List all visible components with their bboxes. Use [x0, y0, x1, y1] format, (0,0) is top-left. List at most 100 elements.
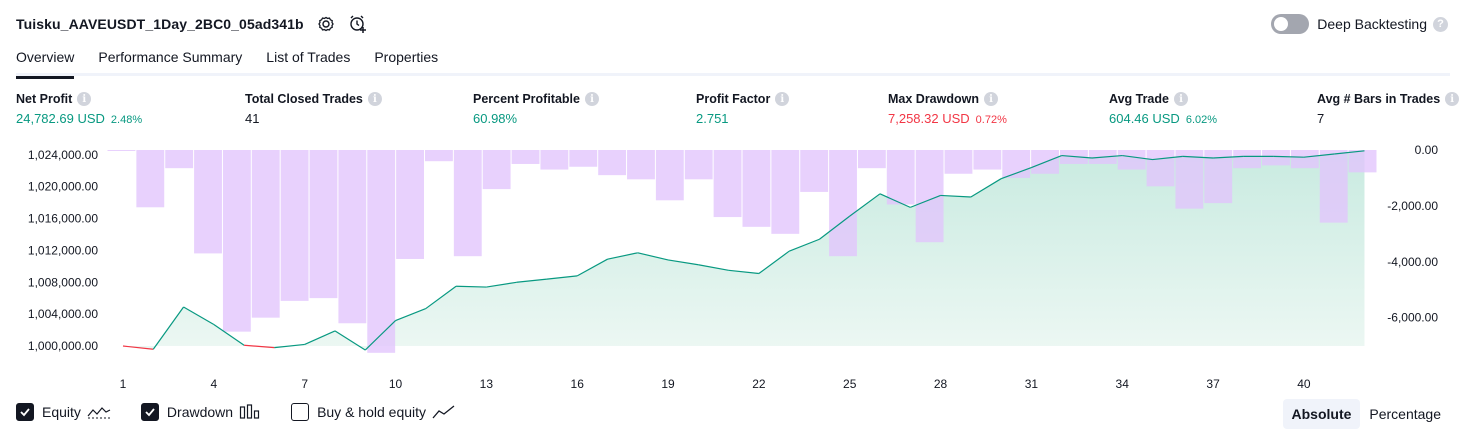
drawdown-bars-icon [239, 404, 261, 420]
equity-line-segment [1122, 154, 1153, 161]
equity-checkbox[interactable] [16, 403, 34, 421]
equity-drawdown-chart[interactable]: 1,024,000.00 1,020,000.00 1,016,000.00 1,01… [0, 140, 1466, 392]
drawdown-bar [280, 150, 309, 301]
deep-backtesting-toggle[interactable] [1271, 14, 1310, 34]
equity-line-segment [1061, 154, 1093, 159]
equity-line-segment [879, 193, 911, 208]
x-axis-tick-label: 34 [1116, 377, 1130, 391]
equity-line-segment [698, 264, 729, 271]
equity-line-segment [940, 194, 971, 198]
equity-line-segment [244, 344, 275, 349]
equity-line-segment [213, 324, 245, 346]
left-axis-tick-label: 1,016,000.00 [28, 212, 98, 226]
drawdown-bar [107, 150, 136, 151]
tab-performance-summary[interactable]: Performance Summary [98, 49, 243, 65]
info-icon[interactable]: i [584, 92, 599, 106]
legend-drawdown[interactable]: Drawdown [140, 403, 261, 421]
info-icon[interactable]: i [1173, 92, 1188, 106]
equity-line-segment [546, 275, 578, 280]
drawdown-bar [309, 150, 338, 299]
tab-properties[interactable]: Properties [374, 49, 439, 65]
x-axis-tick-label: 25 [843, 377, 857, 391]
drawdown-bar [136, 150, 165, 208]
drawdown-bar [1319, 150, 1348, 223]
equity-line-segment [910, 194, 941, 208]
equity-line-segment [274, 343, 305, 349]
drawdown-bar [1175, 150, 1204, 209]
equity-line-segment [758, 250, 790, 274]
metric-sub: 0.72% [975, 114, 1007, 126]
add-alert-icon[interactable] [348, 14, 368, 34]
drawdown-bar [1233, 150, 1262, 169]
tab-overview[interactable]: Overview [16, 46, 75, 79]
metric-value: 604.46 USD [1109, 111, 1180, 126]
x-axis-tick-label: 1 [120, 377, 127, 391]
drawdown-bar [973, 150, 1002, 170]
equity-line-segment [1213, 155, 1244, 159]
buy-hold-checkbox[interactable] [291, 403, 310, 421]
drawdown-bar [713, 150, 742, 218]
equity-line-segment [516, 278, 547, 283]
gear-icon[interactable] [316, 14, 336, 34]
x-axis-tick-label: 4 [210, 377, 217, 391]
metric-max-drawdown: Max Drawdown i 7,258.32 USD 0.72% [888, 92, 1007, 126]
equity-line-segment [1273, 155, 1304, 158]
drawdown-bar [829, 150, 857, 257]
metric-label: Total Closed Trades [245, 92, 363, 106]
legend-buy-hold[interactable]: Buy & hold equity [291, 403, 456, 421]
equity-line-segment [819, 215, 851, 240]
equity-line-segment [1091, 154, 1123, 159]
legend-equity[interactable]: Equity [16, 403, 111, 421]
drawdown-checkbox[interactable] [140, 403, 159, 421]
buy-hold-line-icon [432, 404, 456, 420]
info-icon[interactable]: i [775, 92, 790, 106]
equity-area [123, 150, 1365, 351]
metric-sub: 6.02% [1185, 114, 1218, 126]
info-icon[interactable]: i [77, 92, 92, 106]
metric-profit-factor: Profit Factor i 2.751 [696, 92, 790, 126]
drawdown-bar [338, 150, 367, 324]
drawdown-bar [598, 150, 627, 176]
drawdown-bar [655, 150, 684, 201]
drawdown-bar [540, 150, 569, 170]
right-axis-tick-label: -6,000.00 [1387, 311, 1438, 325]
equity-line-segment [788, 238, 820, 252]
metric-label: Percent Profitable [473, 92, 580, 106]
strategy-title: Tuisku_AAVEUSDT_1Day_2BC0_05ad341b [16, 16, 304, 32]
x-axis-tick-label: 31 [1025, 377, 1039, 391]
equity-line-segment [637, 252, 669, 261]
drawdown-bar [1146, 150, 1175, 187]
scale-mode-switch: Absolute Percentage [1282, 399, 1451, 429]
metric-sub: 2.48% [110, 114, 143, 126]
drawdown-bar [1348, 150, 1377, 173]
drawdown-bar [1117, 150, 1146, 170]
info-icon[interactable]: i [1445, 92, 1460, 106]
deep-backtesting-label: Deep Backtesting [1317, 16, 1427, 32]
equity-line-segment [152, 306, 185, 350]
tab-list-of-trades[interactable]: List of Trades [266, 49, 351, 65]
metric-avg-trade: Avg Trade i 604.46 USD 6.02% [1109, 92, 1217, 126]
info-icon[interactable]: i [367, 92, 382, 106]
legend-label: Equity [42, 404, 81, 420]
drawdown-bar [742, 150, 771, 227]
tab-bar: Overview Performance Summary List of Tra… [16, 46, 1450, 79]
drawdown-bar [569, 150, 598, 167]
equity-line-segment [1152, 155, 1183, 161]
drawdown-bar [944, 150, 973, 174]
metric-value: 60.98% [473, 111, 518, 126]
x-axis-tick-label: 22 [752, 377, 766, 391]
info-icon[interactable]: i [984, 92, 998, 106]
absolute-button[interactable]: Absolute [1282, 399, 1361, 429]
equity-line-segment [304, 330, 336, 345]
percentage-button[interactable]: Percentage [1369, 406, 1441, 422]
equity-line-segment [576, 258, 608, 277]
left-axis-tick-label: 1,020,000.00 [28, 180, 98, 194]
metric-percent-profitable: Percent Profitable i 60.98% [473, 92, 599, 126]
metric-value: 2.751 [696, 111, 729, 126]
drawdown-bar [482, 150, 511, 190]
drawdown-bar [194, 150, 222, 254]
metric-label: Avg # Bars in Trades [1317, 92, 1441, 106]
equity-line-segment [607, 252, 638, 260]
chart-legend: Equity Drawdown Buy & hold equity [16, 403, 486, 421]
help-icon[interactable]: ? [1433, 16, 1448, 32]
